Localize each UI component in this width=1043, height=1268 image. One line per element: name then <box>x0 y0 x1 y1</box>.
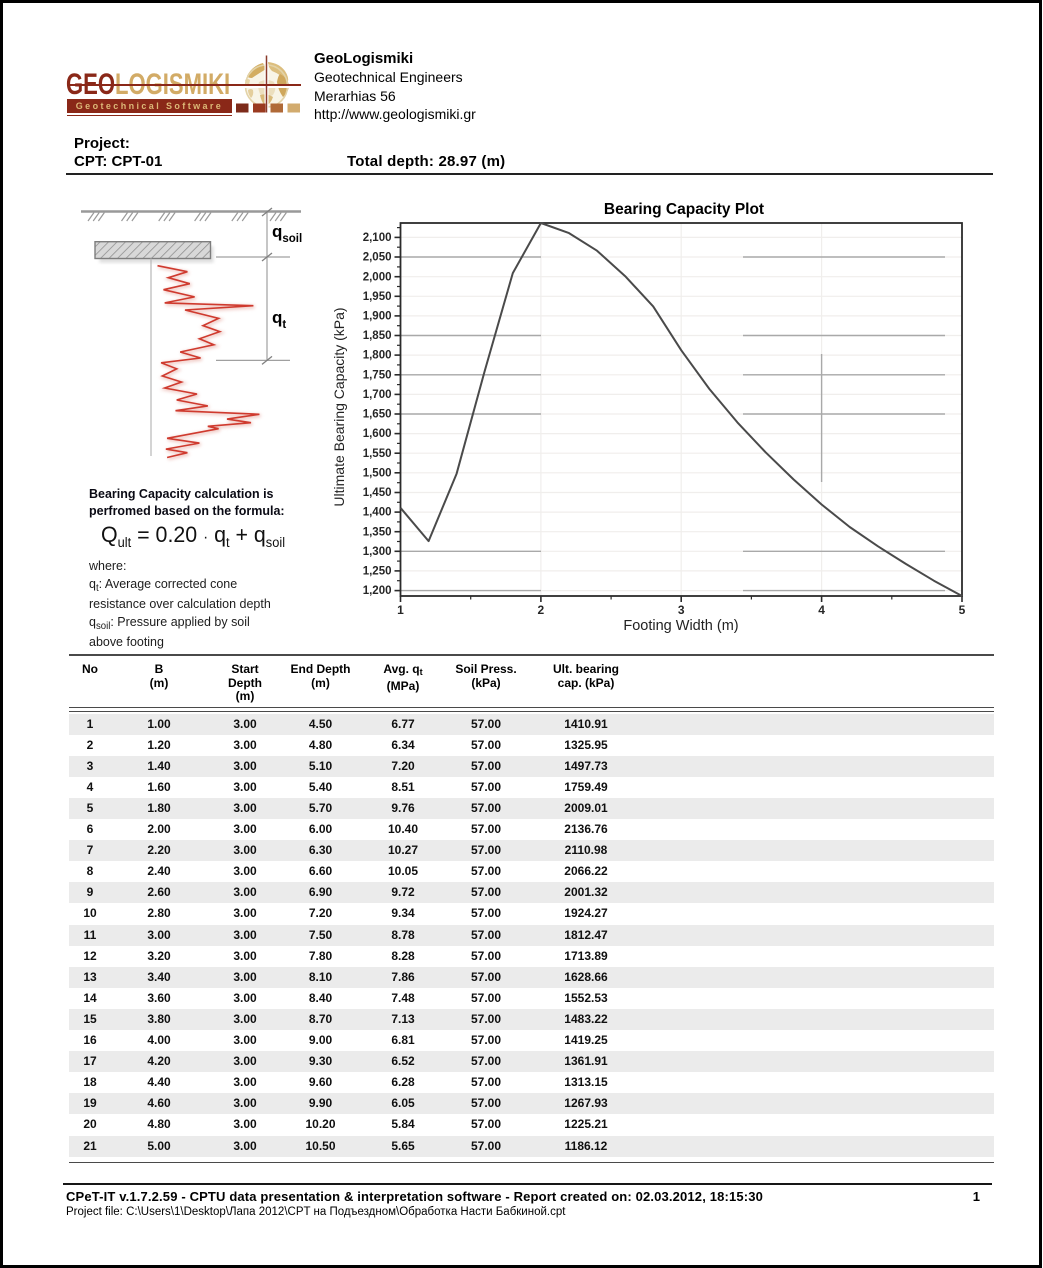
svg-text:1,850: 1,850 <box>363 330 392 342</box>
svg-text:2,050: 2,050 <box>363 252 392 264</box>
svg-text:1,650: 1,650 <box>363 409 392 421</box>
svg-text:5: 5 <box>959 603 966 617</box>
svg-text:1,600: 1,600 <box>363 428 392 440</box>
svg-text:1,350: 1,350 <box>363 526 392 538</box>
svg-text:Bearing Capacity Plot: Bearing Capacity Plot <box>604 201 764 218</box>
svg-text:1,700: 1,700 <box>363 389 392 401</box>
svg-text:1,300: 1,300 <box>363 546 392 558</box>
svg-text:1,200: 1,200 <box>363 585 392 597</box>
svg-text:Ultimate Bearing Capacity (kPa: Ultimate Bearing Capacity (kPa) <box>331 307 347 506</box>
svg-text:1,500: 1,500 <box>363 467 392 479</box>
svg-text:1,800: 1,800 <box>363 350 392 362</box>
svg-text:1,750: 1,750 <box>363 369 392 381</box>
svg-text:3: 3 <box>678 603 685 617</box>
svg-text:4: 4 <box>818 603 825 617</box>
svg-text:1,550: 1,550 <box>363 448 392 460</box>
svg-text:1,450: 1,450 <box>363 487 392 499</box>
svg-text:1,900: 1,900 <box>363 311 392 323</box>
svg-text:2,100: 2,100 <box>363 232 392 244</box>
svg-text:1,400: 1,400 <box>363 507 392 519</box>
svg-text:1,950: 1,950 <box>363 291 392 303</box>
svg-text:2,000: 2,000 <box>363 271 392 283</box>
svg-text:1,250: 1,250 <box>363 566 392 578</box>
svg-text:Footing Width (m): Footing Width (m) <box>623 618 738 634</box>
svg-text:1: 1 <box>397 603 404 617</box>
svg-text:2: 2 <box>538 603 545 617</box>
